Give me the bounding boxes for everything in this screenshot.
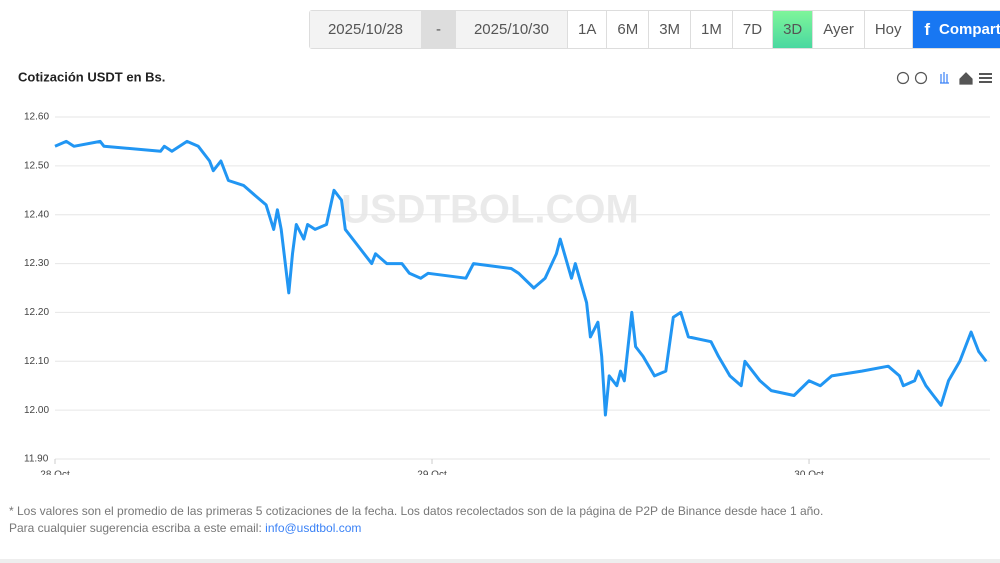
zoom-in[interactable] (896, 71, 910, 85)
chart-title: Cotización USDT en Bs. (18, 69, 165, 84)
footnote-2: Para cualquier sugerencia escriba a este… (9, 521, 361, 535)
range-button[interactable]: 3D (773, 11, 814, 48)
menu[interactable] (979, 73, 992, 83)
home[interactable] (959, 72, 973, 85)
range-button[interactable]: Ayer (813, 11, 865, 48)
range-button[interactable]: 1A (568, 11, 608, 48)
footnote-text: Para cualquier sugerencia escriba a este… (9, 521, 262, 535)
x-tick-label: 28 Oct (40, 470, 70, 475)
y-tick-label: 12.10 (24, 356, 49, 367)
email-link[interactable]: info@usdtbol.com (265, 521, 362, 535)
chart: Cotización USDT en Bs. USDTBOL.COM 11.90… (18, 69, 992, 475)
footnote-1: * Los valores son el promedio de las pri… (9, 504, 824, 518)
share-label: Compartir (939, 21, 1000, 38)
pan[interactable] (940, 72, 949, 84)
share-button[interactable]: f Compartir (912, 11, 1000, 48)
date-from[interactable]: 2025/10/28 (310, 11, 422, 48)
y-tick-label: 12.60 (24, 112, 49, 123)
toolbar: 2025/10/28 - 2025/10/30 1A 6M 3M 1M 7D 3D Ayer… (309, 10, 1000, 49)
share-icon: f (924, 19, 931, 39)
y-tick-label: 12.00 (24, 405, 49, 416)
range-button[interactable]: 1M (691, 11, 733, 48)
chart-tools (896, 71, 992, 85)
range-button[interactable]: 6M (607, 11, 650, 48)
range-button[interactable]: 7D (732, 11, 774, 48)
range-button[interactable]: 3M (649, 11, 692, 48)
separator: - (422, 11, 456, 48)
line (54, 139, 988, 417)
y-tick-label: 12.40 (24, 209, 49, 220)
date-to[interactable]: 2025/10/30 (456, 11, 568, 48)
y-tick-label: 12.30 (24, 258, 49, 269)
x-tick-label: 29 Oct (417, 470, 447, 475)
x-tick-label: 30 Oct (794, 470, 824, 475)
watermark: USDTBOL.COM (341, 188, 639, 232)
bottom-bar (0, 559, 1000, 563)
range-button[interactable]: Hoy (864, 11, 913, 48)
y-tick-label: 11.90 (24, 454, 49, 465)
y-tick-label: 12.20 (24, 307, 49, 318)
y-tick-label: 12.50 (24, 160, 49, 171)
zoom-out[interactable] (914, 71, 928, 85)
